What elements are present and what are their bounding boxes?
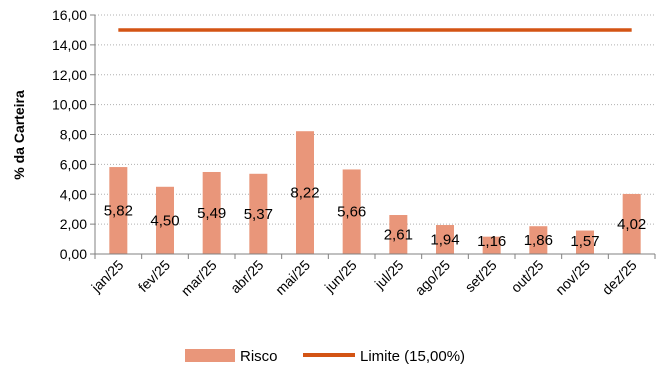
y-tick-label: 16,00 <box>52 7 87 23</box>
bar-risco <box>482 236 501 254</box>
bar-risco <box>529 226 548 254</box>
bar-risco <box>202 171 221 254</box>
x-tick-label: dez/25 <box>599 257 640 298</box>
legend-swatch-risco <box>185 349 235 362</box>
data-label: 4,02 <box>617 216 646 233</box>
y-tick-label: 14,00 <box>52 37 87 53</box>
data-label: 8,22 <box>290 185 319 202</box>
y-axis-title: % da Carteira <box>11 90 27 180</box>
data-label: 5,49 <box>197 205 226 222</box>
data-label: 5,66 <box>337 204 366 221</box>
x-tick-label: out/25 <box>508 257 547 296</box>
y-tick-label: 8,00 <box>60 127 87 143</box>
bar-risco <box>109 167 128 254</box>
data-label: 4,50 <box>150 212 179 229</box>
legend-label-limite: Limite (15,00%) <box>360 348 465 365</box>
bar-risco <box>436 225 454 254</box>
x-tick-label: jan/25 <box>87 257 126 296</box>
data-label: 5,82 <box>104 203 133 220</box>
data-label: 1,16 <box>477 233 506 250</box>
y-tick-label: 2,00 <box>60 216 87 232</box>
bar-risco <box>156 186 174 254</box>
bar-series <box>109 131 641 254</box>
y-tick-label: 4,00 <box>60 186 87 202</box>
bar-risco <box>389 215 408 254</box>
x-tick-label: jul/25 <box>371 257 407 293</box>
y-tick-label: 0,00 <box>60 246 87 262</box>
x-tick-label: nov/25 <box>552 257 593 298</box>
x-tick-label: set/25 <box>462 257 500 295</box>
bar-risco <box>622 193 641 254</box>
legend: Risco Limite (15,00%) <box>185 348 465 365</box>
x-tick-label: fev/25 <box>135 257 173 295</box>
data-label: 5,37 <box>244 206 273 223</box>
x-tick-label: ago/25 <box>412 257 454 299</box>
data-label: 1,86 <box>524 232 553 249</box>
bar-risco <box>296 131 314 254</box>
bar-risco <box>576 230 594 254</box>
y-tick-label: 10,00 <box>52 97 87 113</box>
gridlines <box>95 14 655 225</box>
data-label: 1,57 <box>570 233 599 250</box>
data-label: 1,94 <box>430 232 459 249</box>
y-tick-label: 6,00 <box>60 156 87 172</box>
x-tick-label: abr/25 <box>227 257 267 297</box>
y-tick-label: 12,00 <box>52 67 87 83</box>
data-label: 2,61 <box>384 227 413 244</box>
x-tick-label: mai/25 <box>272 257 313 298</box>
legend-label-risco: Risco <box>240 348 278 365</box>
axes: 0,00 2,00 4,00 6,00 8,00 10,00 12,00 14,00 16,00… <box>52 7 656 299</box>
bar-risco <box>249 173 268 254</box>
data-labels: 5,82 4,50 5,49 5,37 8,22 5,66 2,61 1,94 1,16 1,86… <box>104 185 647 250</box>
bar-risco <box>342 169 361 254</box>
x-tick-label: mar/25 <box>178 257 220 299</box>
x-tick-label: jun/25 <box>321 257 360 296</box>
